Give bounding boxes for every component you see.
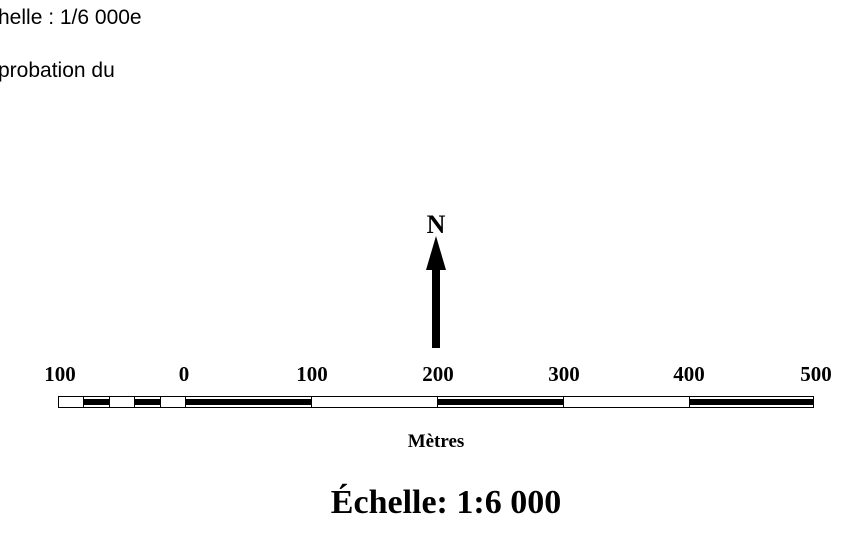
header-text-line-2: probation du [0,59,115,82]
tick-label-200: 200 [422,362,454,386]
scale-bar [58,396,814,408]
scale-segment-light [563,397,689,407]
units-label: Mètres [407,431,465,452]
north-arrow-icon [426,236,446,348]
north-arrow-shaft [432,268,440,348]
tick-label-400: 400 [673,362,705,386]
scale-segment-light [160,397,185,407]
north-arrow-head [426,236,446,270]
scale-segment-dark [134,399,160,405]
scale-segment-dark [83,399,109,405]
scale-segment-dark [185,399,311,405]
scale-segment-light [311,397,437,407]
north-label: N [426,210,446,239]
scale-title: Échelle: 1:6 000 [330,484,562,521]
scale-segment-dark [437,399,563,405]
scale-segment-dark [689,399,813,405]
scale-segment-light [109,397,134,407]
scale-segment-light [59,397,83,407]
tick-label-100: 100 [296,362,328,386]
tick-label-0: 0 [178,362,190,386]
tick-label-500: 500 [800,362,832,386]
header-text-line-1: helle : 1/6 000e [0,6,142,29]
tick-label-left-100: 100 [44,362,76,386]
tick-label-300: 300 [548,362,580,386]
